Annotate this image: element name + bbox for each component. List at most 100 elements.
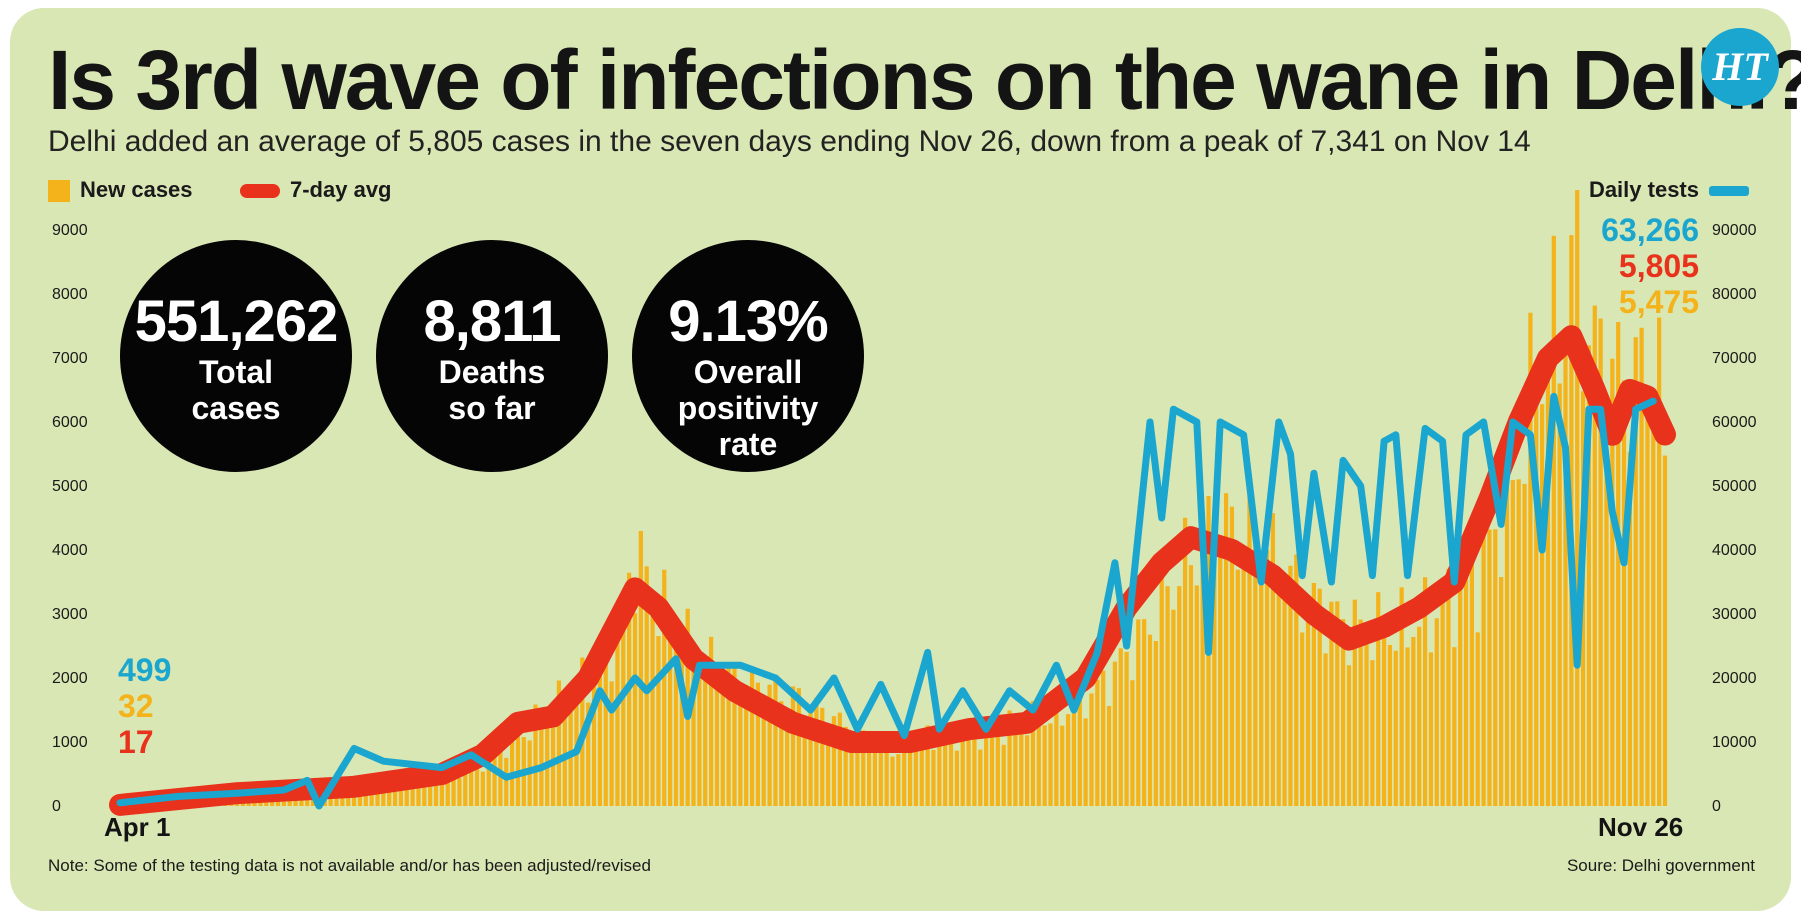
avg-7day-line (109, 325, 1676, 816)
new-cases-bar (1616, 322, 1621, 806)
new-cases-bar (785, 709, 790, 806)
new-cases-bar (767, 684, 772, 806)
new-cases-bar (1393, 650, 1398, 806)
new-cases-bar (1399, 587, 1404, 806)
new-cases-bar (1346, 665, 1352, 806)
new-cases-bar (586, 702, 591, 806)
new-cases-bar (989, 725, 995, 806)
new-cases-bar (1422, 577, 1428, 806)
new-cases-bar (1417, 626, 1422, 806)
new-cases-bar (597, 648, 602, 806)
new-cases-bar (1101, 670, 1106, 806)
new-cases-bar (363, 786, 368, 806)
left-tick-label: 8000 (52, 286, 88, 303)
kpi-total-cases-label: Total cases (191, 354, 281, 426)
legend-avg-swatch (240, 184, 280, 199)
new-cases-bar (1528, 312, 1533, 806)
new-cases-bar (556, 680, 562, 806)
new-cases-bar (1387, 645, 1393, 806)
new-cases-bar (469, 762, 474, 806)
left-tick-label: 3000 (52, 606, 88, 623)
new-cases-bar (849, 743, 854, 806)
new-cases-bar (1241, 552, 1246, 806)
new-cases-bar (591, 665, 597, 806)
new-cases-bar (1042, 725, 1047, 806)
right-axis: 0 10000 20000 30000 40000 50000 60000 70000 8000… (1712, 222, 1757, 815)
new-cases-bar (1118, 648, 1123, 806)
new-cases-bar (510, 728, 515, 806)
new-cases-bar (1370, 660, 1375, 806)
new-cases-bar (755, 682, 760, 806)
new-cases-bar (1305, 603, 1311, 806)
new-cases-bar (738, 701, 743, 806)
new-cases-bar (1551, 235, 1556, 807)
end-cases-label: 5,475 (1618, 284, 1699, 320)
legend-avg-label: 7-day avg (290, 177, 392, 202)
new-cases-bar (1229, 506, 1235, 806)
new-cases-bar (1124, 651, 1129, 806)
x-label-end: Nov 26 (1598, 812, 1684, 842)
new-cases-bar (1288, 565, 1293, 806)
new-cases-bar (305, 794, 310, 806)
right-tick-label: 0 (1712, 798, 1721, 815)
new-cases-bar (1159, 567, 1164, 806)
kpi-positivity: 9.13% Overall positivity rate (632, 240, 864, 472)
new-cases-bar (814, 697, 819, 806)
new-cases-bar (925, 725, 930, 806)
right-tick-label: 10000 (1712, 734, 1757, 751)
new-cases-bar (1522, 483, 1527, 806)
new-cases-bar (779, 701, 784, 806)
new-cases-bar (486, 751, 491, 806)
new-cases-bar (1469, 561, 1474, 806)
new-cases-bar (1335, 601, 1340, 806)
new-cases-bar (650, 598, 655, 806)
new-cases-bar (1282, 595, 1287, 806)
new-cases-bar (837, 712, 842, 806)
new-cases-bar (943, 731, 948, 806)
new-cases-bar (1212, 557, 1217, 806)
new-cases-bar (1358, 619, 1363, 806)
new-cases-bar (1194, 585, 1199, 806)
new-cases-bar (790, 686, 796, 806)
new-cases-bar (463, 766, 468, 806)
kpi-total-cases-value: 551,262 (134, 289, 339, 354)
left-tick-label: 0 (52, 798, 61, 815)
new-cases-bar (1095, 679, 1100, 806)
new-cases-bar (1499, 577, 1504, 806)
new-cases-bar (732, 663, 737, 806)
new-cases-bar (1639, 327, 1644, 806)
legend-tests-label: Daily tests (1588, 177, 1699, 202)
new-cases-bar (1013, 724, 1018, 806)
new-cases-bar (1153, 641, 1158, 806)
new-cases-bar (907, 751, 913, 806)
new-cases-bar (1077, 680, 1082, 806)
new-cases-bar (533, 704, 538, 806)
new-cases-bar (1540, 404, 1545, 806)
new-cases-bar (1463, 571, 1469, 806)
kpi-deaths-value: 8,811 (423, 289, 562, 354)
new-cases-bar (1452, 647, 1457, 806)
new-cases-bar (416, 783, 421, 806)
new-cases-bar (855, 722, 860, 806)
new-cases-bar (679, 649, 684, 806)
new-cases-bar (1223, 493, 1229, 806)
new-cases-bar (1411, 636, 1416, 806)
new-cases-bar (720, 681, 725, 806)
new-cases-bar (1645, 417, 1650, 806)
new-cases-bar (1510, 480, 1515, 806)
right-tick-label: 40000 (1712, 542, 1757, 559)
new-cases-bar (691, 662, 696, 806)
new-cases-bar (1610, 358, 1615, 806)
new-cases-bar (1142, 619, 1147, 806)
left-tick-label: 1000 (52, 734, 88, 751)
new-cases-bar (1264, 549, 1270, 806)
new-cases-bar (1065, 714, 1071, 806)
legend-avg: 7-day avg (240, 175, 392, 205)
new-cases-bar (1545, 374, 1551, 806)
new-cases-bar (1651, 425, 1656, 806)
kpi-deaths-label: Deaths so far (438, 354, 546, 426)
new-cases-bar (603, 629, 608, 806)
new-cases-bar (445, 772, 450, 806)
end-avg-label: 5,805 (1618, 248, 1699, 284)
